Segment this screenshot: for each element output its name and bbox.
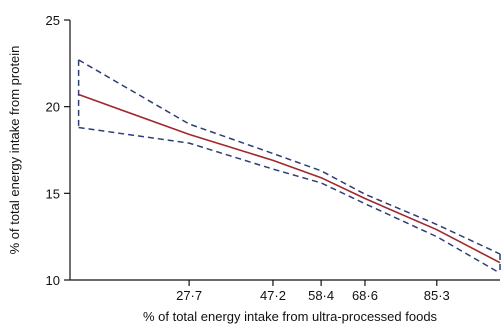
x-tick-label: 27·7	[176, 288, 202, 303]
axes	[69, 20, 500, 281]
confidence-band	[77, 59, 501, 274]
x-tick-label: 85·3	[424, 288, 450, 303]
x-ticks: 27·7 47·2 58·4 68·6 85·3	[176, 280, 450, 303]
y-tick-label: 20	[46, 100, 60, 115]
y-tick-label: 15	[46, 186, 60, 201]
fit-line-group	[78, 93, 501, 264]
y-tick-label: 10	[46, 273, 60, 288]
fit-line	[78, 93, 501, 264]
y-axis-label: % of total energy intake from protein	[7, 46, 22, 255]
ci-lower-line	[78, 126, 501, 274]
y-tick-label: 25	[46, 13, 60, 28]
x-tick-label: 58·4	[308, 288, 334, 303]
x-tick-label: 47·2	[260, 288, 286, 303]
y-ticks: 10 15 20 25	[46, 13, 70, 288]
ci-upper-line	[78, 59, 501, 255]
x-axis-label: % of total energy intake from ultra-proc…	[143, 309, 438, 324]
x-tick-label: 68·6	[352, 288, 378, 303]
